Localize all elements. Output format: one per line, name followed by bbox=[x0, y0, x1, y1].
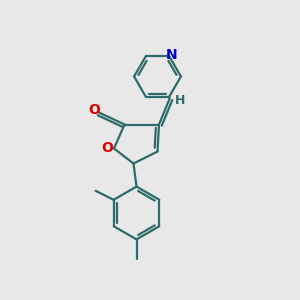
Text: H: H bbox=[175, 94, 185, 107]
Text: O: O bbox=[101, 142, 113, 155]
Text: O: O bbox=[88, 103, 101, 117]
Text: N: N bbox=[166, 48, 177, 62]
